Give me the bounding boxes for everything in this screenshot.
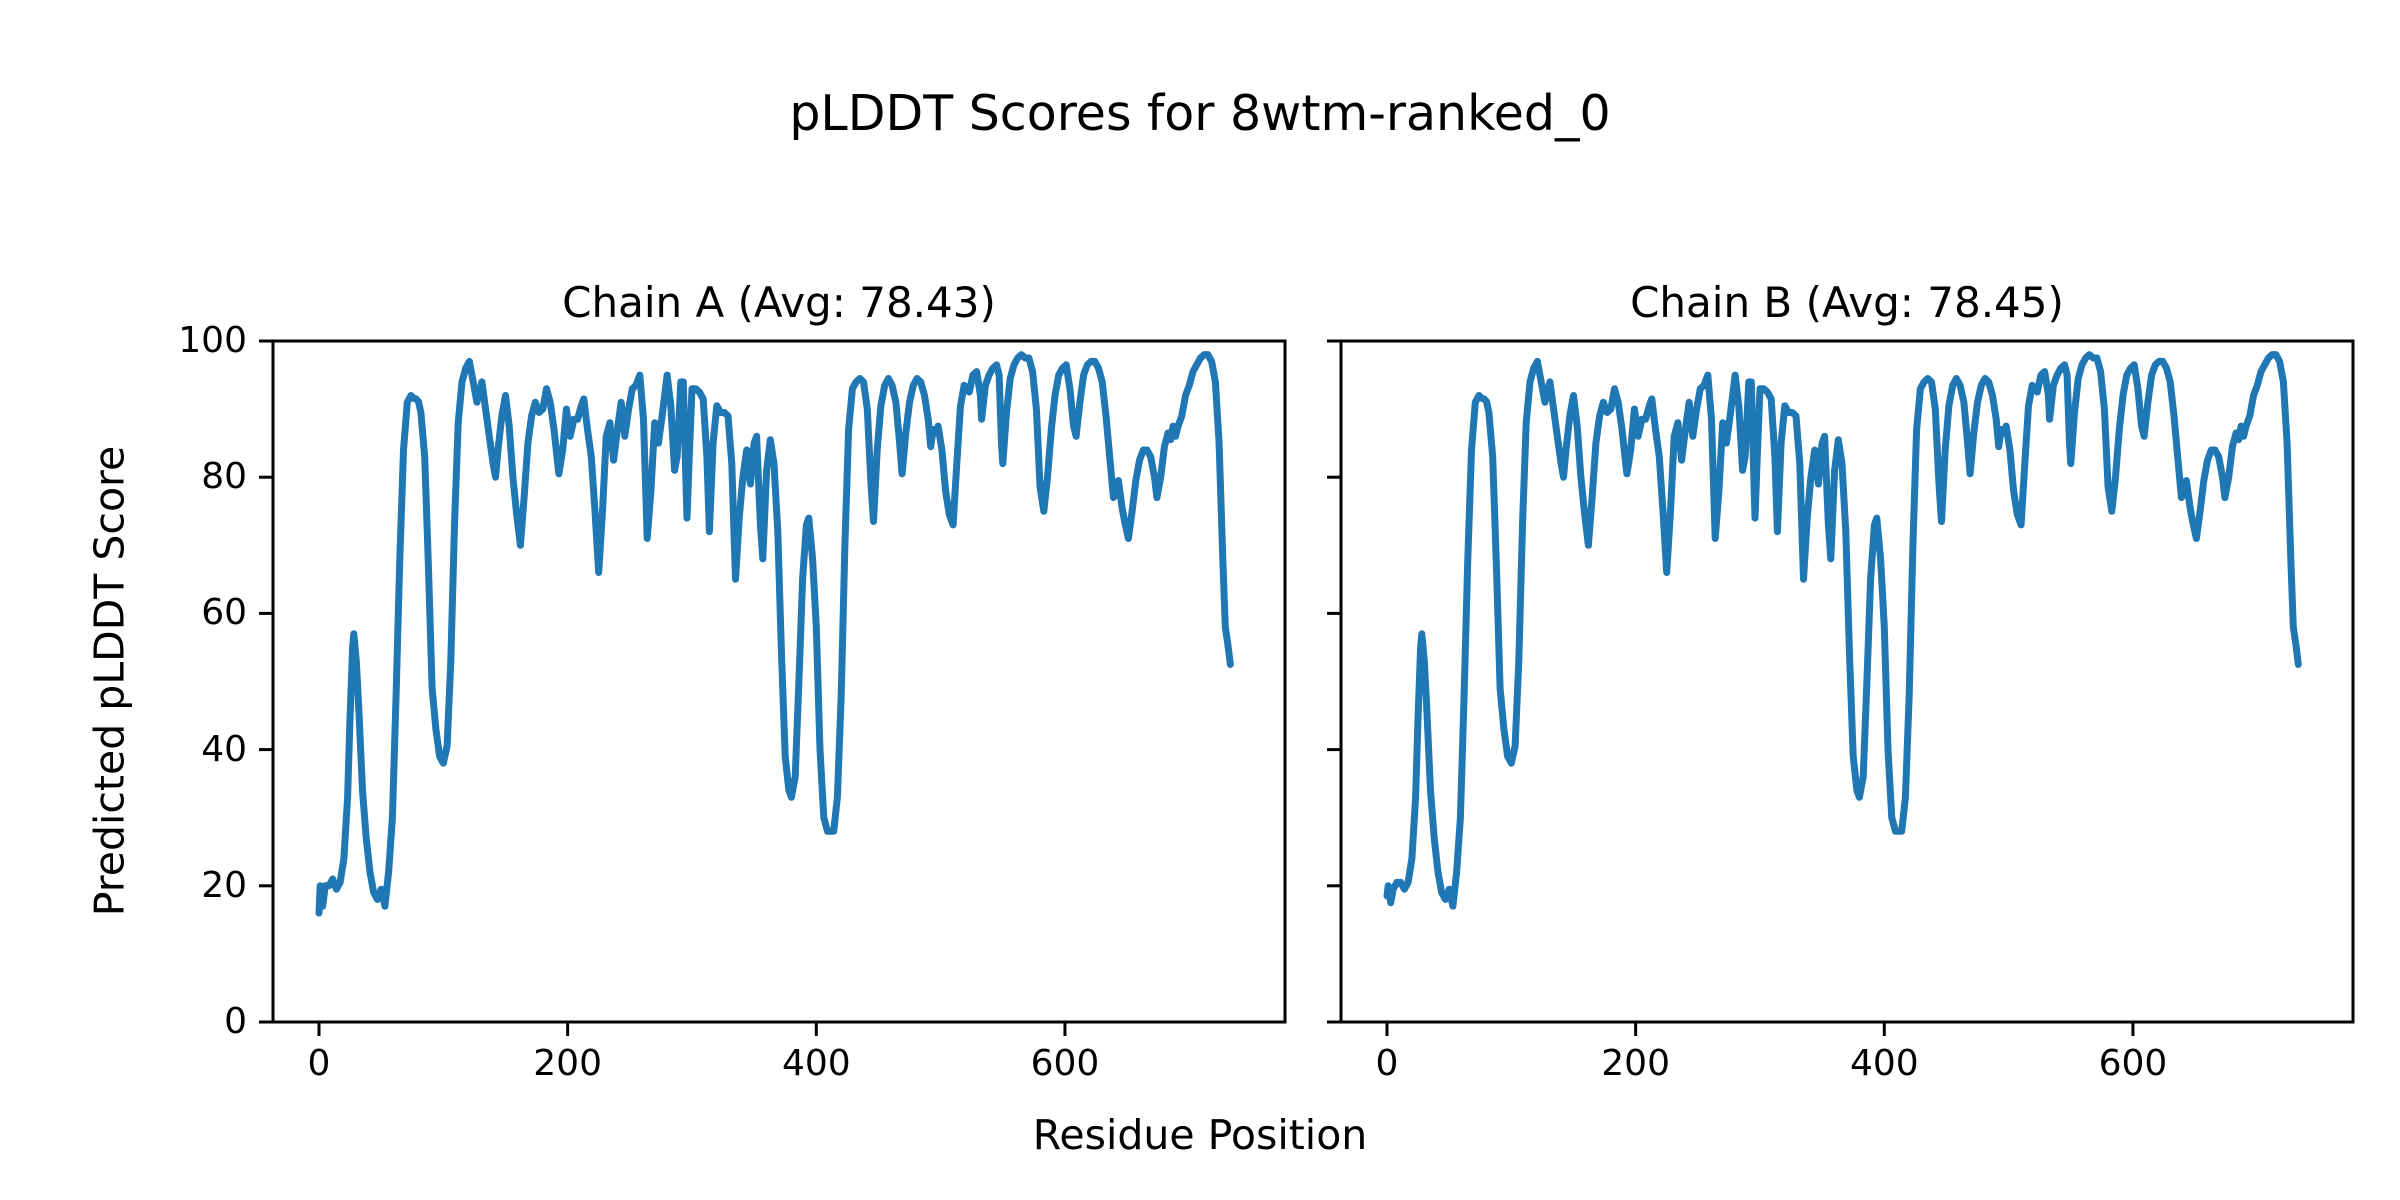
y-tick-label: 100 bbox=[178, 320, 247, 361]
x-tick-label: 200 bbox=[533, 1043, 602, 1084]
y-tick-label: 60 bbox=[201, 592, 247, 634]
x-tick-label: 600 bbox=[2098, 1043, 2168, 1084]
x-tick-label: 200 bbox=[1601, 1043, 1670, 1084]
y-axis-label: Predicted pLDDT Score bbox=[85, 445, 134, 917]
y-tick-label: 20 bbox=[201, 864, 247, 906]
x-tick-label: 600 bbox=[1030, 1043, 1100, 1084]
y-tick-label: 80 bbox=[201, 456, 247, 498]
subplot-title-chain-a: Chain A (Avg: 78.43) bbox=[562, 278, 996, 327]
x-tick-label: 400 bbox=[1849, 1043, 1919, 1084]
plddt-line-chain-a bbox=[315, 351, 1234, 917]
y-tick-label: 0 bbox=[224, 1001, 247, 1042]
axes-box bbox=[271, 339, 1287, 1024]
figure-title: pLDDT Scores for 8wtm-ranked_0 bbox=[789, 85, 1611, 142]
axes-box bbox=[1339, 339, 2355, 1024]
y-tick-label: 40 bbox=[201, 728, 247, 770]
x-tick-label: 400 bbox=[781, 1043, 851, 1084]
x-tick-label: 0 bbox=[307, 1043, 331, 1084]
x-axis-label: Residue Position bbox=[1032, 1111, 1368, 1159]
x-tick-label: 0 bbox=[1375, 1043, 1399, 1084]
subplot-title-chain-b: Chain B (Avg: 78.45) bbox=[1630, 278, 2064, 327]
plddt-line-chain-b bbox=[1383, 351, 2302, 910]
